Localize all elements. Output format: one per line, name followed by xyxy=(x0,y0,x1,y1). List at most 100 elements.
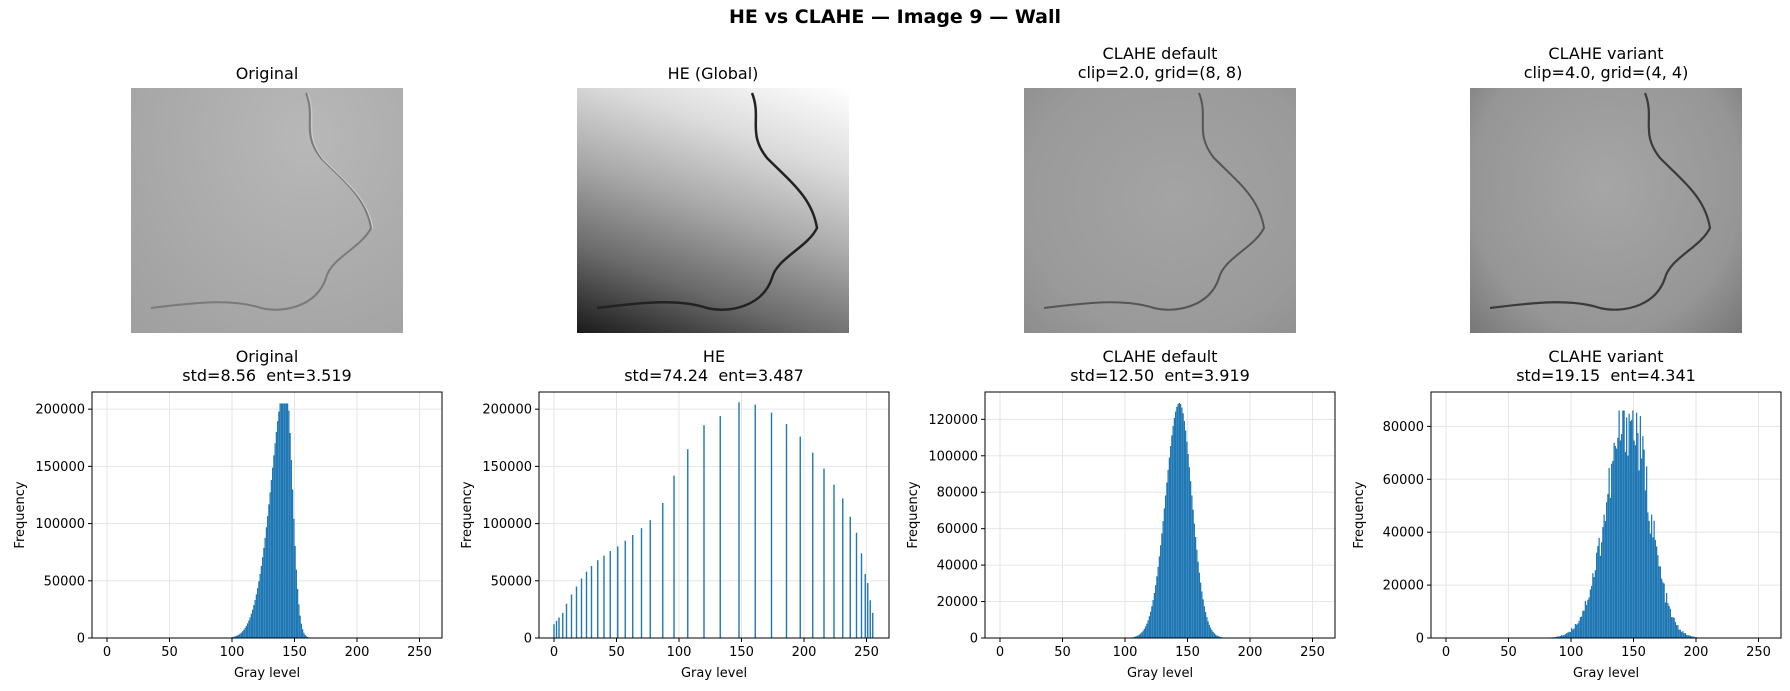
hist-bar-3-123 xyxy=(1599,555,1601,638)
hist-bar-2-158 xyxy=(1197,561,1199,638)
hist-bar-1-17 xyxy=(649,520,651,638)
hist-bar-3-169 xyxy=(1657,555,1659,638)
hist-bar-2-129 xyxy=(1161,533,1163,638)
hist-bar-0-143 xyxy=(285,403,287,638)
hist-bar-1-19 xyxy=(673,475,675,638)
wall-crack-he xyxy=(596,92,819,311)
xtick-label-0-5: 250 xyxy=(407,645,432,660)
hist-bar-2-165 xyxy=(1206,617,1208,638)
hist-bar-2-132 xyxy=(1165,495,1167,638)
hist-bar-2-110 xyxy=(1137,635,1139,638)
hist-bar-3-186 xyxy=(1678,629,1680,638)
hist-bar-2-108 xyxy=(1135,636,1137,638)
hist-bar-3-109 xyxy=(1582,610,1584,638)
hist-bar-3-195 xyxy=(1689,635,1691,638)
hist-bar-1-25 xyxy=(770,412,773,638)
hist-bar-3-127 xyxy=(1604,521,1606,638)
hist-bar-3-159 xyxy=(1644,490,1646,638)
hist-bar-3-152 xyxy=(1636,412,1638,638)
hist-bar-3-128 xyxy=(1606,502,1608,638)
hist-bar-0-159 xyxy=(305,636,307,638)
hist-bar-0-149 xyxy=(293,518,295,638)
hist-bar-3-164 xyxy=(1651,514,1653,638)
hist-bar-2-170 xyxy=(1212,631,1214,638)
hist-bar-3-191 xyxy=(1684,633,1686,638)
hist-bar-1-12 xyxy=(609,551,611,638)
xtick-label-3-3: 150 xyxy=(1621,645,1646,660)
hist-bar-3-139 xyxy=(1619,440,1621,638)
hist-bar-3-140 xyxy=(1621,434,1623,638)
hist-bar-2-136 xyxy=(1170,446,1172,638)
hist-bar-2-167 xyxy=(1208,624,1210,638)
hist-bar-0-106 xyxy=(239,633,241,638)
hist-bar-3-93 xyxy=(1562,635,1564,638)
hist-bar-1-9 xyxy=(590,565,593,638)
hist-bar-2-157 xyxy=(1196,549,1198,638)
hist-title-clahe-default: CLAHE default std=12.50 ent=3.919 xyxy=(1070,347,1250,385)
image-title-clahe-variant: CLAHE variant clip=4.0, grid=(4, 4) xyxy=(1523,44,1689,82)
hist-bar-2-147 xyxy=(1183,421,1185,638)
hist-bar-3-194 xyxy=(1688,635,1690,638)
hist-bar-0-107 xyxy=(240,632,242,638)
hist-bar-2-151 xyxy=(1188,467,1190,638)
ytick-label-3-3: 60000 xyxy=(1383,473,1424,488)
ytick-label-2-5: 100000 xyxy=(928,449,978,464)
hist-bar-0-115 xyxy=(250,613,252,638)
ytick-label-0-2: 100000 xyxy=(35,517,85,532)
hist-title-original: Original std=8.56 ent=3.519 xyxy=(182,347,352,385)
hist-bar-0-123 xyxy=(260,565,262,638)
hist-bar-0-157 xyxy=(303,632,305,638)
hist-bar-3-94 xyxy=(1563,634,1565,638)
hist-bar-0-133 xyxy=(273,455,275,638)
hist-bar-2-140 xyxy=(1175,411,1177,638)
ylabel-3: Frequency xyxy=(1352,481,1367,548)
ytick-label-2-0: 0 xyxy=(970,632,978,647)
hist-bar-3-106 xyxy=(1578,620,1580,638)
hist-bar-3-184 xyxy=(1676,625,1678,638)
hist-bar-2-131 xyxy=(1163,508,1165,638)
hist-bar-3-111 xyxy=(1584,600,1586,638)
hist-bar-1-1 xyxy=(555,620,558,638)
hist-bar-0-131 xyxy=(270,480,272,638)
hist-bar-0-122 xyxy=(259,573,261,638)
hist-bar-1-26 xyxy=(785,424,788,638)
hist-bar-0-117 xyxy=(253,605,255,638)
hist-bar-2-120 xyxy=(1150,611,1152,638)
hist-bar-3-114 xyxy=(1588,597,1590,638)
hist-bar-3-116 xyxy=(1591,585,1593,638)
hist-bar-1-30 xyxy=(833,484,835,638)
hist-bar-2-176 xyxy=(1220,636,1222,638)
hist-bar-3-168 xyxy=(1656,546,1658,638)
hist-bar-2-161 xyxy=(1201,591,1203,638)
xlabel-2: Gray level xyxy=(1127,666,1193,681)
hist-bar-3-142 xyxy=(1623,410,1625,638)
hist-bar-3-163 xyxy=(1649,533,1651,638)
xtick-label-3-0: 0 xyxy=(1442,645,1450,660)
hist-bar-2-148 xyxy=(1185,430,1187,638)
xtick-label-2-0: 0 xyxy=(996,645,1004,660)
image-title-he: HE (Global) xyxy=(667,64,759,83)
hist-bar-3-104 xyxy=(1576,624,1578,638)
hist-bar-2-159 xyxy=(1198,572,1200,638)
xtick-label-0-1: 50 xyxy=(161,645,178,660)
hist-bar-3-190 xyxy=(1683,633,1685,638)
ytick-label-1-0: 0 xyxy=(524,632,532,647)
hist-bar-3-92 xyxy=(1561,635,1563,638)
hist-bar-2-112 xyxy=(1140,633,1142,638)
hist-bar-2-118 xyxy=(1147,620,1149,638)
hist-bar-0-132 xyxy=(272,467,274,638)
hist-bar-3-95 xyxy=(1564,634,1566,638)
hist-bar-2-144 xyxy=(1180,404,1182,638)
hist-bar-0-158 xyxy=(304,634,306,638)
hist-bar-2-109 xyxy=(1136,636,1138,638)
hist-bar-1-35 xyxy=(864,573,866,638)
hist-bar-3-165 xyxy=(1652,537,1654,638)
hist-bar-3-192 xyxy=(1686,634,1688,638)
hist-bar-1-15 xyxy=(632,535,634,638)
hist-bar-3-187 xyxy=(1679,629,1681,638)
hist-bar-2-125 xyxy=(1156,576,1158,638)
xtick-label-1-0: 0 xyxy=(550,645,558,660)
hist-bar-3-185 xyxy=(1677,625,1679,638)
hist-bar-0-151 xyxy=(295,569,297,638)
hist-bar-0-155 xyxy=(300,623,302,638)
